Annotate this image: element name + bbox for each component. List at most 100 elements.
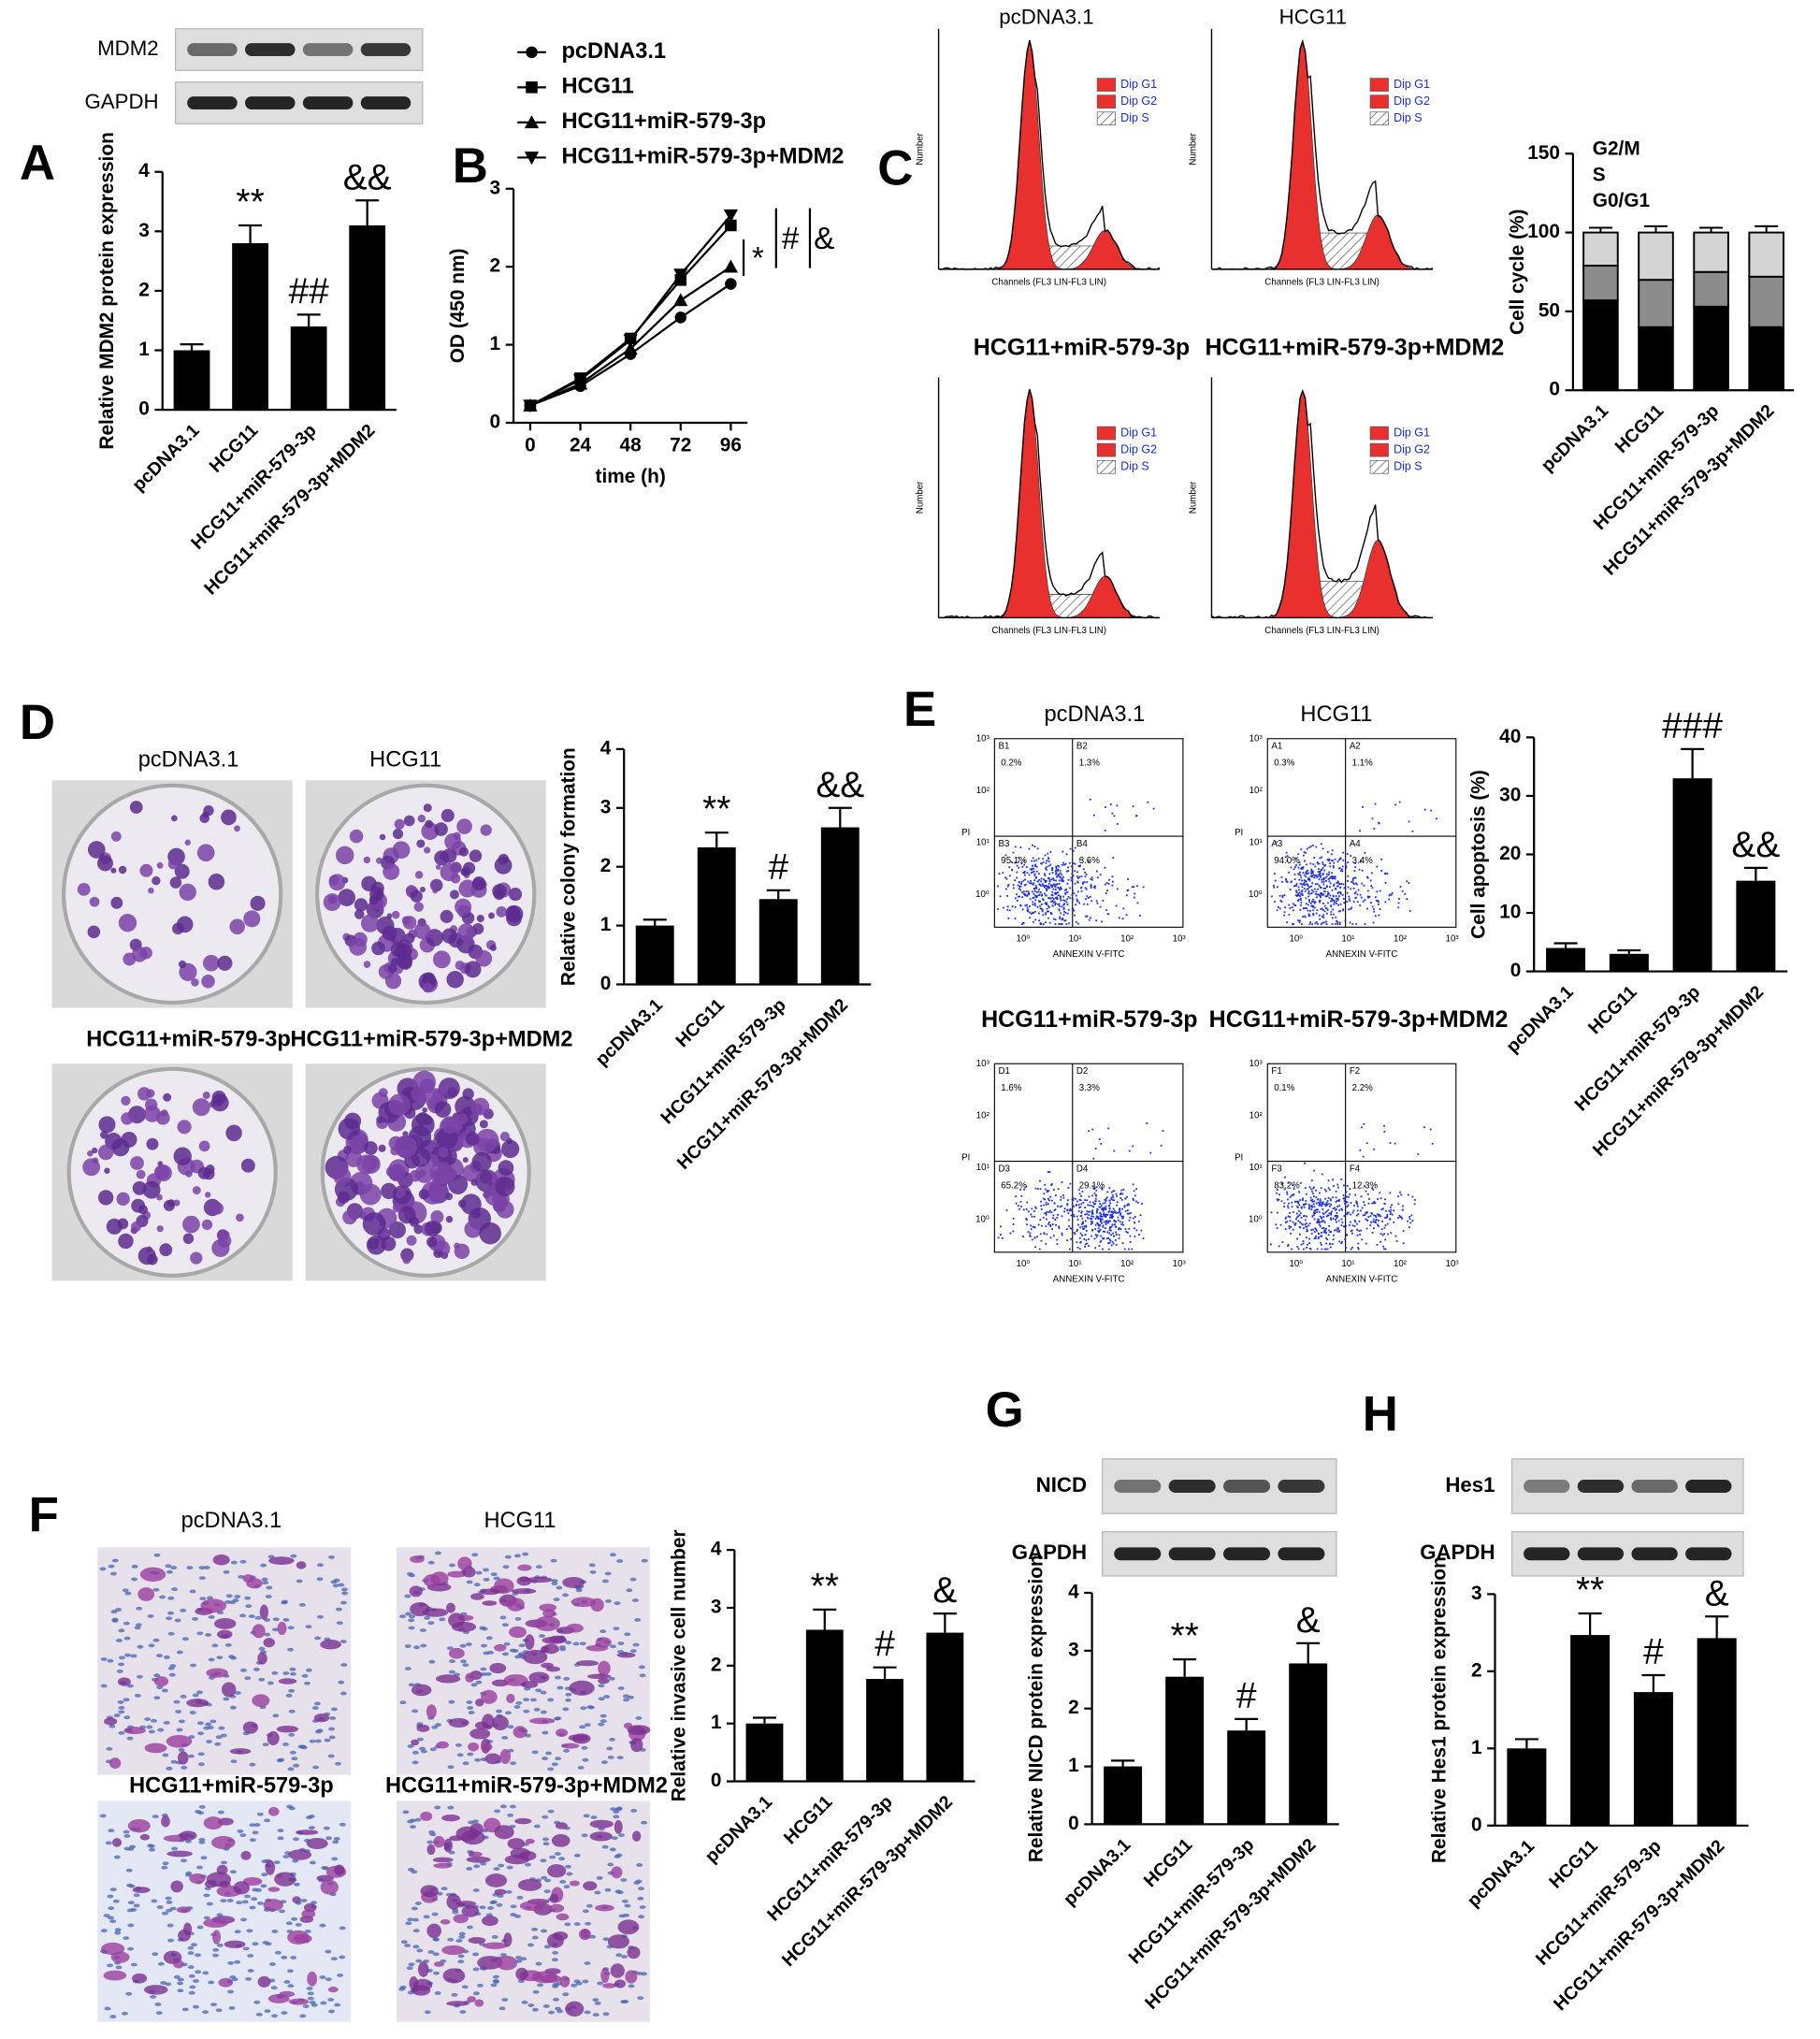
event [1286,1221,1289,1223]
event [1055,869,1058,872]
event [1305,883,1307,886]
event [1335,1207,1337,1210]
event [1033,867,1035,870]
pore [617,1641,625,1645]
pore [542,1837,549,1842]
event [1370,885,1373,888]
event [1070,1209,1072,1211]
event [1071,873,1074,875]
event [1314,883,1317,886]
event [1001,1236,1004,1239]
colony [384,973,402,990]
event [1134,892,1135,895]
pore [637,1896,644,1901]
colony [475,1128,499,1152]
event [1032,883,1034,886]
event [1033,902,1036,904]
event [1047,904,1049,907]
colony [369,887,384,902]
event [1301,894,1304,897]
pore [114,1928,122,1932]
event [1117,1216,1119,1219]
colony [499,1132,511,1142]
blot-band [302,96,354,109]
pore [227,1989,235,1994]
pore [264,2009,271,2014]
event [1040,880,1043,883]
pore [330,1707,338,1712]
marker [524,152,540,166]
event [1016,900,1018,902]
pore [407,1917,414,1922]
pore [594,2001,601,2005]
cell [276,1725,299,1733]
event [1082,868,1085,871]
marker [623,341,638,355]
error-bar [1681,747,1705,779]
pore [427,1621,435,1626]
event [1012,1230,1015,1233]
event [1270,1211,1273,1214]
pore [558,1644,566,1649]
colony [176,916,194,933]
event [1361,1126,1363,1129]
cell [614,1819,623,1834]
event [1115,1221,1117,1223]
bar [349,224,386,411]
quadrant-name: D2 [1076,1066,1088,1077]
event [1059,904,1061,907]
colony [489,944,497,951]
cell [279,1990,296,1998]
event [1286,1198,1289,1201]
cell [513,1726,527,1739]
event [1295,1212,1298,1215]
pore [282,1671,290,1675]
event [1380,1228,1383,1231]
event [1316,896,1318,899]
event [1014,846,1017,848]
event [1087,896,1090,899]
pore [261,1577,268,1582]
event [1084,887,1087,889]
pore [168,1672,176,1677]
event [1364,1185,1365,1187]
event [1032,901,1034,904]
pore [166,1900,173,1904]
pore [552,1984,559,1988]
axis-tick-label: 10² [1120,933,1134,944]
cell [229,1748,252,1755]
event [1340,1218,1343,1221]
pore [449,1563,455,1568]
event [1319,918,1322,920]
event [1295,883,1298,885]
cell [523,1649,548,1665]
event [1056,1205,1059,1207]
blot-band [245,96,296,109]
event [1322,893,1325,896]
event [1100,1143,1103,1145]
pore [157,1961,165,1966]
colony [402,916,417,930]
event [1301,889,1304,891]
error-bar [1235,1717,1259,1731]
event [1109,1227,1111,1230]
axis-tick-label: 10² [976,786,990,796]
event [1017,895,1019,898]
pore [614,1601,621,1606]
colony [366,1235,386,1255]
axis-tick-label: 10³ [1249,1059,1264,1069]
event [1114,1223,1116,1225]
event [1377,1213,1379,1216]
event [1126,1209,1129,1211]
event [1034,1187,1037,1190]
event [1033,896,1035,899]
colony [137,1205,149,1215]
event [1314,1212,1316,1214]
event [1038,889,1041,890]
event [1293,873,1296,875]
colony [416,839,426,848]
event [1336,919,1337,922]
pore [169,1906,177,1911]
event [1042,898,1044,901]
event [1332,895,1335,898]
